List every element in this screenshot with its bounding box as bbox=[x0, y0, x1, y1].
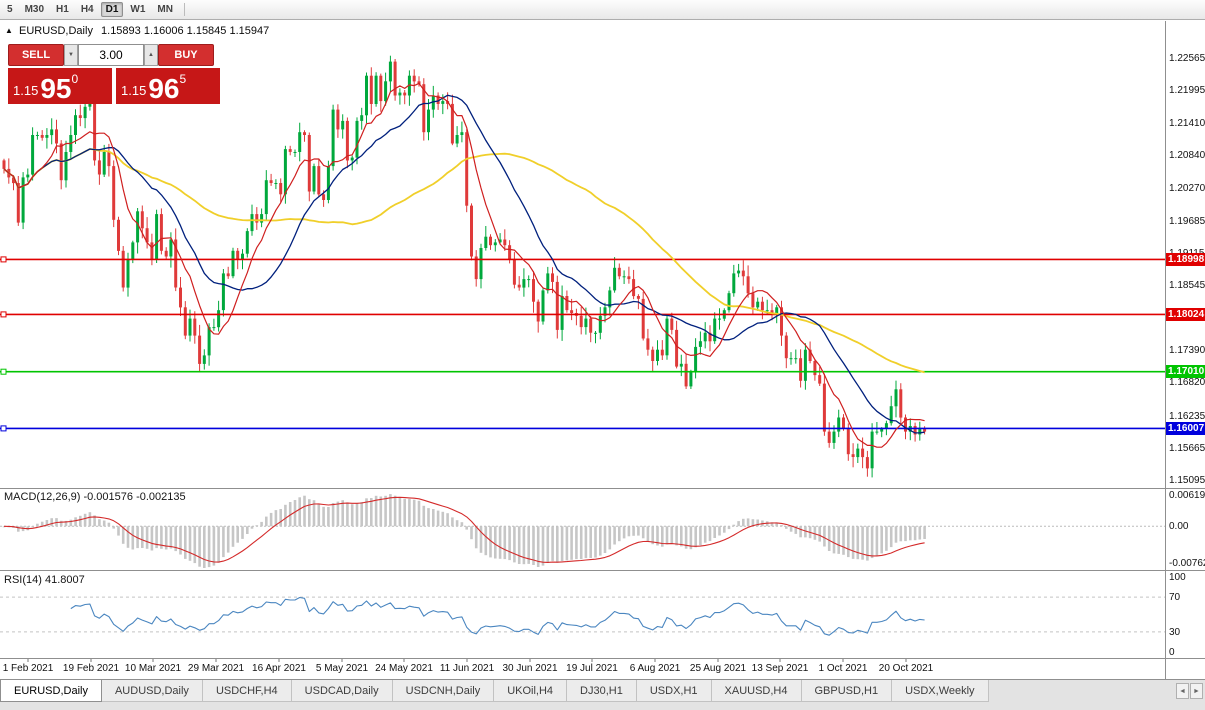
timeframe-button-w1[interactable]: W1 bbox=[130, 4, 146, 15]
chart-tab-usdcnh-daily[interactable]: USDCNH,Daily bbox=[392, 680, 495, 702]
chart-tabs: EURUSD,Daily AUDUSD,Daily USDCHF,H4 USDCAD,… bbox=[0, 680, 1205, 702]
chart-ohlc-values: 1.15893 1.16006 1.15845 1.15947 bbox=[101, 25, 270, 37]
time-axis-label: 20 Oct 2021 bbox=[878, 663, 934, 674]
trade-controls-row: SELL ▼ ▲ BUY bbox=[8, 44, 220, 66]
tab-scroll-buttons: ◄ ► bbox=[1176, 683, 1203, 699]
one-click-trading-panel: SELL ▼ ▲ BUY 1.15 95 0 1.15 96 5 bbox=[8, 44, 220, 104]
price-line-tag[interactable]: 1.18998 bbox=[1166, 253, 1205, 266]
macd-axis-label: 0.006193 bbox=[1169, 490, 1205, 501]
timeframe-toolbar: 5 M30 H1 H4 D1 W1 MN bbox=[0, 0, 1205, 20]
price-axis-label: 1.15665 bbox=[1169, 443, 1205, 454]
time-axis-label: 24 May 2021 bbox=[375, 663, 433, 674]
price-axis-label: 1.20840 bbox=[1169, 150, 1205, 161]
price-axis-label: 1.17390 bbox=[1169, 345, 1205, 356]
price-axis-label: 1.18545 bbox=[1169, 280, 1205, 291]
chart-symbol-title: EURUSD,Daily bbox=[18, 25, 93, 37]
timeframe-button-h1[interactable]: H1 bbox=[56, 4, 69, 15]
tab-scroll-right-icon[interactable]: ► bbox=[1190, 683, 1203, 699]
chart-tab-xauusd-h4[interactable]: XAUUSD,H4 bbox=[711, 680, 802, 702]
chart-tab-usdx-h1[interactable]: USDX,H1 bbox=[636, 680, 712, 702]
time-axis-label: 19 Feb 2021 bbox=[62, 663, 120, 674]
price-line-tag[interactable]: 1.17010 bbox=[1166, 365, 1205, 378]
chart-title: ▲ EURUSD,Daily 1.15893 1.16006 1.15845 1… bbox=[5, 25, 274, 37]
macd-indicator-label: MACD(12,26,9) -0.001576 -0.002135 bbox=[4, 491, 186, 503]
macd-axis-label: -0.00762 bbox=[1169, 558, 1205, 569]
price-axis-label: 1.20270 bbox=[1169, 183, 1205, 194]
timeframe-button-m30[interactable]: M30 bbox=[24, 4, 45, 15]
price-axis-label: 1.16235 bbox=[1169, 411, 1205, 422]
chart-tab-audusd-daily[interactable]: AUDUSD,Daily bbox=[101, 680, 203, 702]
sell-button[interactable]: SELL bbox=[8, 44, 64, 66]
rsi-axis-label: 70 bbox=[1169, 592, 1181, 603]
time-axis-label: 11 Jun 2021 bbox=[439, 663, 495, 674]
time-axis-label: 25 Aug 2021 bbox=[689, 663, 747, 674]
lot-size-input[interactable] bbox=[78, 44, 144, 66]
time-axis-label: 29 Mar 2021 bbox=[187, 663, 245, 674]
time-axis-label: 16 Apr 2021 bbox=[252, 663, 306, 674]
pane-separator[interactable] bbox=[0, 570, 1205, 571]
price-line-tag[interactable]: 1.18024 bbox=[1166, 308, 1205, 321]
chart-tab-eurusd-daily[interactable]: EURUSD,Daily bbox=[0, 680, 102, 702]
price-line-tag[interactable]: 1.16007 bbox=[1166, 422, 1205, 435]
toolbar-separator bbox=[183, 3, 185, 16]
buy-price-sup: 5 bbox=[179, 72, 187, 86]
lot-increase-button[interactable]: ▲ bbox=[144, 44, 158, 66]
rsi-indicator-label: RSI(14) 41.8007 bbox=[4, 574, 85, 586]
timeframe-button-h4[interactable]: H4 bbox=[80, 4, 94, 15]
chart-tab-dj30-h1[interactable]: DJ30,H1 bbox=[567, 680, 637, 702]
buy-price-big: 96 bbox=[148, 73, 180, 104]
timeframe-button-d1[interactable]: D1 bbox=[100, 2, 124, 17]
timeframe-button-5[interactable]: 5 bbox=[7, 4, 13, 15]
macd-axis-label: 0.00 bbox=[1169, 521, 1189, 532]
time-axis-label: 19 Jul 2021 bbox=[566, 663, 618, 674]
timeframe-button-mn[interactable]: MN bbox=[157, 4, 173, 15]
time-axis-label: 30 Jun 2021 bbox=[502, 663, 558, 674]
time-axis-label: 10 Mar 2021 bbox=[124, 663, 182, 674]
sell-price-big: 95 bbox=[40, 73, 72, 104]
time-axis-label: 1 Oct 2021 bbox=[818, 663, 868, 674]
price-axis-label: 1.19685 bbox=[1169, 216, 1205, 227]
sell-price-display[interactable]: 1.15 95 0 bbox=[8, 68, 112, 104]
sell-price-sup: 0 bbox=[71, 72, 79, 86]
pane-separator[interactable] bbox=[0, 658, 1205, 659]
chart-tab-bar: EURUSD,Daily AUDUSD,Daily USDCHF,H4 USDCAD,… bbox=[0, 679, 1205, 710]
rsi-axis-label: 30 bbox=[1169, 627, 1181, 638]
buy-price-prefix: 1.15 bbox=[121, 83, 147, 98]
pane-separator[interactable] bbox=[0, 488, 1205, 489]
time-axis-label: 6 Aug 2021 bbox=[629, 663, 681, 674]
buy-price-display[interactable]: 1.15 96 5 bbox=[116, 68, 220, 104]
time-axis-label: 13 Sep 2021 bbox=[751, 663, 809, 674]
trade-prices-row: 1.15 95 0 1.15 96 5 bbox=[8, 68, 220, 104]
tab-scroll-left-icon[interactable]: ◄ bbox=[1176, 683, 1189, 699]
price-axis-label: 1.15095 bbox=[1169, 475, 1205, 486]
time-axis-label: 1 Feb 2021 bbox=[2, 663, 54, 674]
chart-tab-gbpusd-h1[interactable]: GBPUSD,H1 bbox=[801, 680, 893, 702]
price-axis-border bbox=[1165, 21, 1166, 679]
price-axis-label: 1.22565 bbox=[1169, 53, 1205, 64]
price-axis-label: 1.21410 bbox=[1169, 118, 1205, 129]
lot-decrease-button[interactable]: ▼ bbox=[64, 44, 78, 66]
price-axis-label: 1.16820 bbox=[1169, 377, 1205, 388]
chart-tab-ukoil-h4[interactable]: UKOil,H4 bbox=[494, 680, 568, 702]
time-axis-label: 5 May 2021 bbox=[315, 663, 369, 674]
chart-tab-usdchf-h4[interactable]: USDCHF,H4 bbox=[202, 680, 292, 702]
buy-button[interactable]: BUY bbox=[158, 44, 214, 66]
sell-price-prefix: 1.15 bbox=[13, 83, 39, 98]
chart-tab-usdcad-daily[interactable]: USDCAD,Daily bbox=[291, 680, 393, 702]
collapse-panel-icon[interactable]: ▲ bbox=[5, 26, 13, 35]
rsi-axis-label: 0 bbox=[1169, 647, 1175, 658]
price-axis-label: 1.21995 bbox=[1169, 85, 1205, 96]
rsi-axis-label: 100 bbox=[1169, 572, 1186, 583]
chart-tab-usdx-weekly[interactable]: USDX,Weekly bbox=[892, 680, 989, 702]
